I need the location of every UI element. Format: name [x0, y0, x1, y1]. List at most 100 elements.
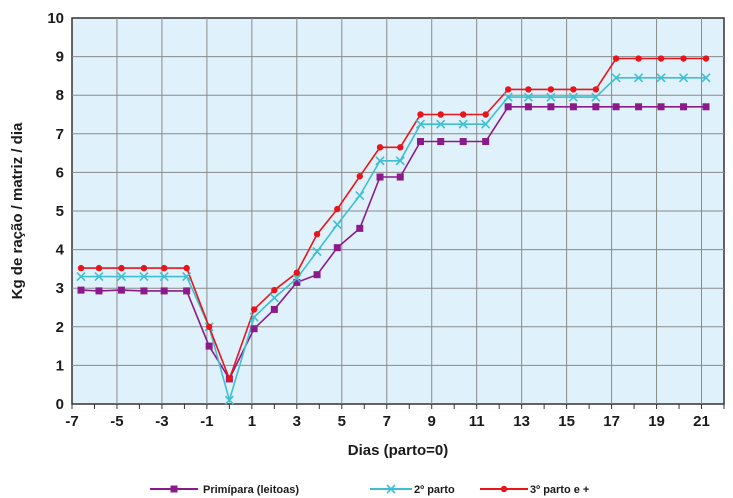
data-point-x [292, 273, 302, 284]
legend-item: 3º parto e + [480, 484, 589, 496]
data-point-square [437, 138, 445, 146]
data-point-x-stroke [159, 272, 169, 282]
x-tick-label: 17 [603, 413, 620, 430]
data-point-dot [376, 144, 384, 151]
data-point-dot [657, 55, 665, 62]
data-point-x-stroke [568, 92, 578, 102]
data-point-x [436, 119, 446, 129]
y-tick-label: 1 [56, 357, 64, 374]
x-tick-label: 19 [648, 413, 665, 430]
data-point-square [592, 103, 600, 111]
data-point-dot [635, 55, 642, 62]
data-point-dot [547, 86, 555, 93]
data-point-x-stroke [611, 73, 621, 83]
data-point-x-stroke [591, 92, 601, 102]
data-point-x-stroke [523, 92, 533, 102]
data-point-x-stroke [94, 272, 104, 282]
data-point-square [612, 103, 620, 111]
data-point-dot [205, 323, 213, 330]
y-axis-title: Kg de ração / matriz / dia [9, 122, 26, 299]
data-point-x [633, 73, 644, 83]
data-point-square [396, 173, 404, 181]
x-tick-label: 3 [293, 413, 301, 430]
data-point-square [170, 485, 178, 493]
data-point-square [117, 286, 125, 294]
data-point-x [458, 119, 468, 129]
x-tick-label: 11 [469, 413, 485, 430]
data-point-dot [183, 264, 190, 272]
y-tick-label: 0 [56, 396, 64, 413]
data-point-dot [437, 111, 444, 118]
data-point-dot [140, 264, 148, 272]
data-point-x-stroke [139, 272, 149, 282]
y-tick-label: 3 [56, 280, 64, 297]
x-tick-label: 15 [558, 413, 575, 430]
data-point-square [504, 103, 512, 111]
data-point-square [702, 103, 710, 111]
data-point-square [183, 287, 191, 295]
data-point-dot [356, 173, 363, 180]
data-point-square [635, 103, 643, 111]
x-tick-label: 7 [383, 413, 391, 430]
data-point-x-stroke [633, 73, 644, 83]
data-point-x-stroke [656, 73, 666, 83]
x-axis-ticks: -7 -5 -3 -1 1 3 5 7 9 11 13 15 17 19 21 [65, 413, 710, 430]
data-point-dot [570, 86, 577, 93]
data-point-dot [680, 55, 687, 62]
data-point-dot [612, 55, 620, 62]
data-point-x [94, 272, 104, 282]
x-tick-label: -1 [200, 413, 213, 430]
data-point-x [591, 92, 601, 102]
data-point-dot [500, 485, 508, 493]
x-tick-label: -3 [155, 413, 168, 430]
data-point-dot [271, 286, 278, 294]
data-point-x [481, 119, 491, 129]
data-point-dot [460, 111, 467, 118]
data-point-x [269, 293, 279, 303]
data-point-x-stroke [546, 92, 556, 102]
data-point-dot [482, 111, 489, 118]
y-tick-label: 10 [47, 10, 64, 27]
y-tick-label: 9 [56, 49, 64, 66]
data-point-x-stroke [76, 272, 86, 282]
legend-label: Primípara (leitoas) [203, 484, 299, 496]
data-point-x-stroke [182, 272, 192, 282]
data-point-dot [525, 86, 532, 93]
data-point-square [657, 103, 665, 111]
x-tick-label: 21 [693, 413, 710, 430]
data-point-x-stroke [312, 246, 322, 257]
data-point-x-stroke [481, 119, 491, 129]
data-point-x [611, 73, 621, 83]
data-point-dot [417, 111, 424, 118]
y-axis-ticks: 0 1 2 3 4 5 6 7 8 9 10 [47, 10, 64, 413]
data-point-x [656, 73, 666, 83]
data-point-x [415, 119, 426, 129]
data-point-square [270, 305, 278, 313]
data-point-x-stroke [224, 395, 234, 405]
data-point-x [76, 272, 86, 282]
data-point-x-stroke [332, 219, 342, 230]
data-point-x-stroke [415, 119, 426, 129]
data-point-x-stroke [395, 156, 405, 166]
data-point-square [95, 287, 103, 295]
data-point-square [376, 173, 384, 181]
data-point-square [333, 244, 341, 252]
data-point-square [524, 103, 532, 111]
x-tick-label: 5 [338, 413, 346, 430]
data-point-x [159, 272, 169, 282]
data-point-x [182, 272, 192, 282]
data-point-x [523, 92, 533, 102]
data-point-dot [504, 86, 512, 93]
data-point-square [250, 325, 258, 333]
x-tick-label: -7 [65, 413, 78, 430]
data-point-square [140, 287, 148, 295]
data-point-square [482, 138, 490, 146]
data-point-x [701, 73, 711, 83]
data-point-x [678, 73, 689, 83]
data-point-square [416, 138, 424, 146]
y-tick-label: 7 [56, 126, 64, 143]
data-point-dot [397, 144, 404, 151]
data-point-dot [334, 205, 341, 213]
data-point-dot [226, 375, 233, 383]
